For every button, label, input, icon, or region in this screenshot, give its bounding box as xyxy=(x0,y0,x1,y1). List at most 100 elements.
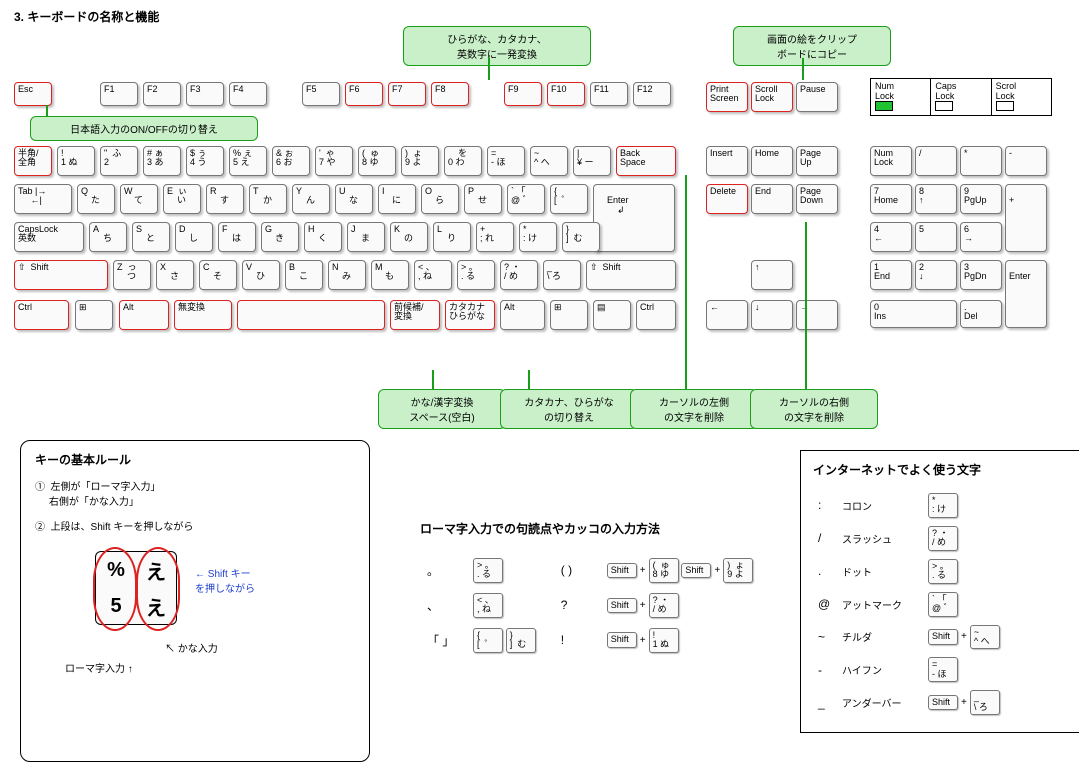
key: ⇧ Shift xyxy=(14,260,108,290)
key: F3 xyxy=(186,82,224,106)
key: | ¥ ー xyxy=(573,146,611,176)
key: ↓ xyxy=(751,300,793,330)
key: ⇧ Shift xyxy=(586,260,676,290)
rule-line2: ② 上段は、Shift キーを押しながら xyxy=(35,518,355,533)
key: F4 xyxy=(229,82,267,106)
key: K の xyxy=(390,222,428,252)
key: P せ xyxy=(464,184,502,214)
rule-box: キーの基本ルール① 左側が「ローマ字入力」 右側が「かな入力」② 上段は、Shi… xyxy=(20,440,370,762)
callout: 画面の絵をクリップ ボードにコピー xyxy=(733,26,891,66)
key: W て xyxy=(120,184,158,214)
key: = - ほ xyxy=(487,146,525,176)
key: Home xyxy=(751,146,793,176)
key: 8 ↑ xyxy=(915,184,957,214)
callout: 日本語入力のON/OFFの切り替え xyxy=(30,116,258,141)
key: O ら xyxy=(421,184,459,214)
key: * : け xyxy=(519,222,557,252)
rule-kana-label: ↖ かな入力 xyxy=(165,640,218,655)
key: Scroll Lock xyxy=(751,82,793,112)
key: S と xyxy=(132,222,170,252)
key: F11 xyxy=(590,82,628,106)
key: ( ゅ 8 ゆ xyxy=(358,146,396,176)
key: Y ん xyxy=(292,184,330,214)
key: Tab |→ ←| xyxy=(14,184,72,214)
key: 2 ↓ xyxy=(915,260,957,290)
key: 5 xyxy=(915,222,957,252)
key: A ち xyxy=(89,222,127,252)
punct-title: ローマ字入力での句読点やカッコの入力方法 xyxy=(420,520,780,537)
callout: カーソルの左側 の文字を削除 xyxy=(630,389,758,429)
rule-line1: ① 左側が「ローマ字入力」 右側が「かな入力」 xyxy=(35,478,355,508)
key: M も xyxy=(371,260,409,290)
key: J ま xyxy=(347,222,385,252)
key: H く xyxy=(304,222,342,252)
key: - xyxy=(1005,146,1047,176)
key: F5 xyxy=(302,82,340,106)
key: F1 xyxy=(100,82,138,106)
key: → xyxy=(796,300,838,330)
key: ▤ xyxy=(593,300,631,330)
key: L り xyxy=(433,222,471,252)
key: 前候補/ 変換 xyxy=(390,300,440,330)
key: Ctrl xyxy=(636,300,676,330)
key: ~ ^ へ xyxy=(530,146,568,176)
callout-stem xyxy=(46,105,48,116)
key: F6 xyxy=(345,82,383,106)
key: 1 End xyxy=(870,260,912,290)
callout: カーソルの右側 の文字を削除 xyxy=(750,389,878,429)
key: Esc xyxy=(14,82,52,106)
key: 6 → xyxy=(960,222,1002,252)
key: を 0 わ xyxy=(444,146,482,176)
key: 9 PgUp xyxy=(960,184,1002,214)
key: " ふ 2 xyxy=(100,146,138,176)
key: CapsLock 英数 xyxy=(14,222,84,252)
key: D し xyxy=(175,222,213,252)
punct-box: ローマ字入力での句読点やカッコの入力方法。> 。 . る ( )Shift+( … xyxy=(420,520,780,662)
key: / xyxy=(915,146,957,176)
key: + xyxy=(1005,184,1047,252)
key: F9 xyxy=(504,82,542,106)
callout-stem xyxy=(802,58,804,80)
key: # ぁ 3 あ xyxy=(143,146,181,176)
key: Enter ↲ xyxy=(593,184,675,252)
key: B こ xyxy=(285,260,323,290)
key: U な xyxy=(335,184,373,214)
key: Ctrl xyxy=(14,300,69,330)
callout: ひらがな、カタカナ、 英数字に一発変換 xyxy=(403,26,591,66)
rule-roma-label: ローマ字入力 ↑ xyxy=(65,660,133,675)
key: G き xyxy=(261,222,299,252)
key: Print Screen xyxy=(706,82,748,112)
callout: かな/漢字変換 スペース(空白) xyxy=(378,389,506,429)
key: 無変換 xyxy=(174,300,232,330)
key: ) ょ 9 よ xyxy=(401,146,439,176)
key: F8 xyxy=(431,82,469,106)
key: F7 xyxy=(388,82,426,106)
key: I に xyxy=(378,184,416,214)
lock-indicator-box: Num LockCaps LockScrol Lock xyxy=(870,78,1052,116)
key: < 、 , ね xyxy=(414,260,452,290)
key: _ \ ろ xyxy=(543,260,581,290)
key: T か xyxy=(249,184,287,214)
callout-stem xyxy=(805,222,807,390)
callout-stem xyxy=(488,58,490,80)
key: ? ・ / め xyxy=(500,260,538,290)
key: 半角/ 全角 xyxy=(14,146,52,176)
callout-stem xyxy=(685,175,687,390)
key: C そ xyxy=(199,260,237,290)
key: ↑ xyxy=(751,260,793,290)
key: ! 1 ぬ xyxy=(57,146,95,176)
key: . Del xyxy=(960,300,1002,328)
page-title: 3. キーボードの名称と機能 xyxy=(14,8,159,25)
key: Page Down xyxy=(796,184,838,214)
key: F は xyxy=(218,222,256,252)
key: + ; れ xyxy=(476,222,514,252)
key: End xyxy=(751,184,793,214)
key: } ] む xyxy=(562,222,600,252)
key: Insert xyxy=(706,146,748,176)
key: 3 PgDn xyxy=(960,260,1002,290)
key: Alt xyxy=(500,300,545,330)
key: Pause xyxy=(796,82,838,112)
key: F2 xyxy=(143,82,181,106)
key: ' ゃ 7 や xyxy=(315,146,353,176)
key: Alt xyxy=(119,300,169,330)
